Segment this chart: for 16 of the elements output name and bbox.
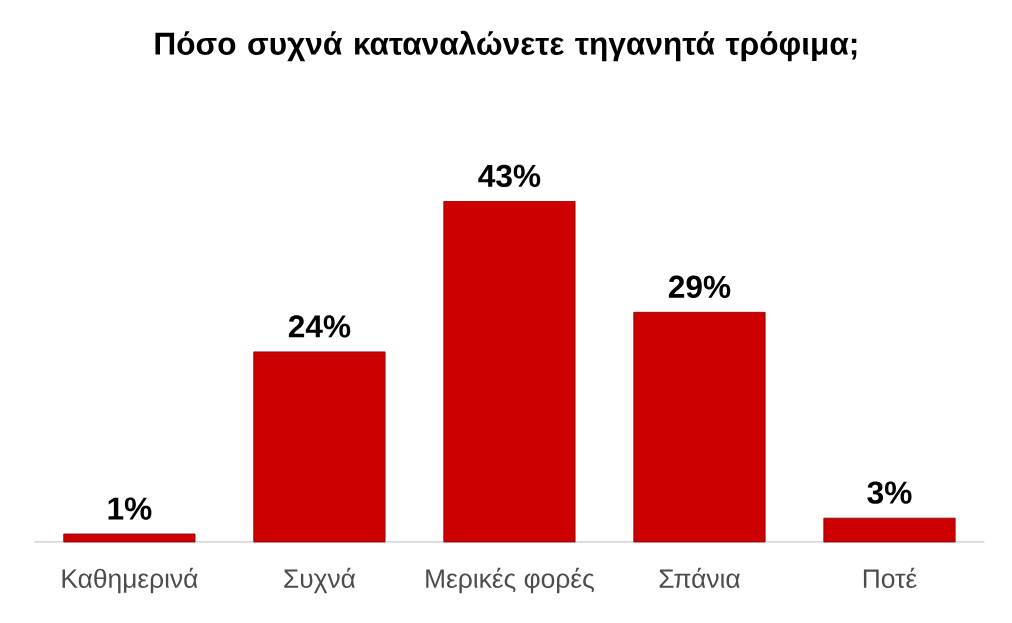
bar	[63, 533, 196, 543]
bar	[823, 517, 956, 543]
x-tick-label: Μερικές φορές	[426, 567, 594, 594]
x-tick-label: Καθημερινά	[62, 567, 198, 594]
bar	[253, 351, 386, 543]
data-label: 24%	[288, 315, 351, 338]
bar	[443, 200, 576, 543]
bar	[633, 311, 766, 543]
data-label: 43%	[478, 164, 541, 188]
chart-title: Πόσο συχνά καταναλώνετε τηγανητά τρόφιμα;	[155, 30, 857, 62]
data-label: 29%	[668, 275, 731, 298]
data-label: 3%	[867, 481, 912, 504]
data-label: 1%	[108, 497, 152, 520]
x-tick-label: Ποτέ	[863, 567, 917, 588]
x-tick-label: Σπάνια	[659, 567, 740, 588]
x-tick-label: Συχνά	[284, 567, 356, 594]
